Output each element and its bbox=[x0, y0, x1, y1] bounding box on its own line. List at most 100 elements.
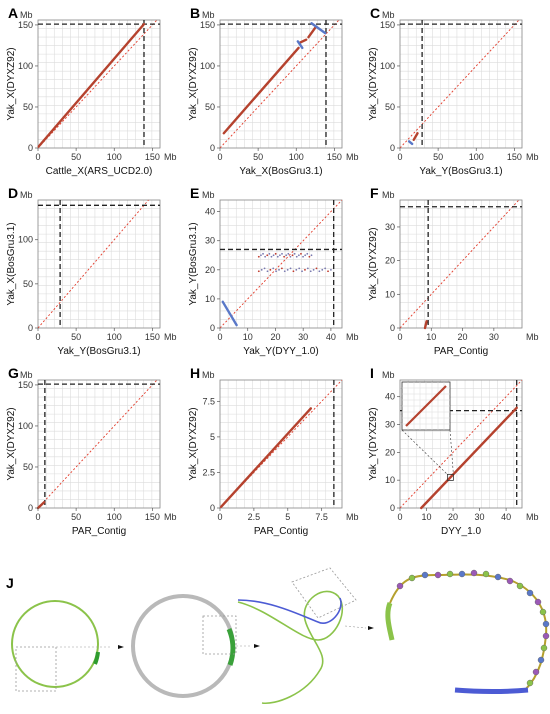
alignment-point bbox=[289, 267, 292, 270]
graph-node bbox=[446, 570, 454, 578]
alignment-segment-0 bbox=[221, 300, 238, 327]
graph-node bbox=[542, 632, 550, 640]
y-tick-label: 50 bbox=[385, 102, 395, 112]
alignment-point bbox=[268, 252, 271, 255]
x-tick-label: 10 bbox=[243, 332, 253, 342]
x-tick-label: 150 bbox=[145, 152, 160, 162]
x-unit-label: Mb bbox=[164, 512, 177, 522]
alignment-segment-0 bbox=[423, 320, 428, 330]
y-tick-label: 30 bbox=[385, 420, 395, 430]
plot-border bbox=[219, 379, 343, 509]
y-axis-title: Yak_X(DYXZ92) bbox=[188, 407, 199, 480]
graph-node bbox=[537, 656, 545, 664]
plot-border bbox=[219, 19, 343, 149]
alignment-point bbox=[269, 268, 272, 271]
graph-node bbox=[534, 598, 542, 606]
x-unit-label: Mb bbox=[346, 332, 359, 342]
x-tick-label: 0 bbox=[217, 332, 222, 342]
y-tick-label: 0 bbox=[210, 143, 215, 153]
graph-node bbox=[421, 571, 429, 579]
y-tick-label: 50 bbox=[23, 462, 33, 472]
arrow-right-icon bbox=[118, 645, 124, 649]
x-unit-label: Mb bbox=[346, 152, 359, 162]
green-tail bbox=[385, 602, 395, 641]
x-tick-label: 30 bbox=[489, 332, 499, 342]
blue-strand bbox=[237, 597, 342, 624]
y-unit-label: Mb bbox=[382, 370, 395, 380]
plot-border bbox=[37, 199, 161, 329]
y-tick-label: 0 bbox=[390, 503, 395, 513]
y-unit-label: Mb bbox=[202, 370, 215, 380]
y-tick-label: 150 bbox=[200, 20, 215, 30]
x-tick-label: 100 bbox=[107, 512, 122, 522]
alignment-point bbox=[324, 267, 327, 270]
y-unit-label: Mb bbox=[20, 10, 33, 20]
alignment-point bbox=[302, 255, 304, 258]
alignment-point bbox=[276, 255, 279, 258]
alignment-point bbox=[321, 268, 324, 271]
y-tick-label: 30 bbox=[205, 236, 215, 246]
x-tick-label: 20 bbox=[270, 332, 280, 342]
plot-border bbox=[399, 199, 523, 329]
y-tick-label: 150 bbox=[380, 20, 395, 30]
x-tick-label: 0 bbox=[397, 512, 402, 522]
graph-node bbox=[539, 608, 547, 616]
panel-label: G bbox=[8, 365, 19, 381]
alignment-point bbox=[257, 255, 260, 258]
alignment-point bbox=[270, 255, 273, 258]
y-tick-label: 0 bbox=[390, 143, 395, 153]
y-axis-title: Yak_X(BosGru3.1) bbox=[6, 222, 17, 305]
alignment-point bbox=[297, 254, 300, 257]
alignment-segment-1 bbox=[407, 140, 414, 146]
zoom-box-small bbox=[15, 646, 57, 692]
y-tick-label: 50 bbox=[23, 279, 33, 289]
alignment-point bbox=[285, 254, 288, 257]
alignment-point bbox=[308, 255, 311, 258]
x-axis-title: Yak_Y(BosGru3.1) bbox=[419, 166, 502, 177]
x-unit-label: Mb bbox=[346, 512, 359, 522]
ring-highlight-segment bbox=[226, 628, 236, 666]
x-tick-label: 0 bbox=[35, 332, 40, 342]
x-tick-label: 50 bbox=[71, 512, 81, 522]
y-tick-label: 50 bbox=[23, 102, 33, 112]
x-unit-label: Mb bbox=[526, 332, 539, 342]
x-tick-label: 50 bbox=[71, 332, 81, 342]
y-tick-label: 150 bbox=[18, 380, 33, 390]
y-tick-label: 150 bbox=[18, 20, 33, 30]
x-tick-label: 150 bbox=[327, 152, 342, 162]
diagonal-reference-line bbox=[37, 199, 149, 329]
diagonal-reference-line bbox=[399, 19, 520, 149]
zoom-connector bbox=[449, 429, 454, 475]
alignment-point bbox=[262, 252, 264, 255]
alignment-point bbox=[315, 267, 318, 270]
alignment-point bbox=[318, 270, 321, 273]
alignment-point bbox=[266, 254, 269, 257]
x-tick-label: 0 bbox=[35, 512, 40, 522]
alignment-point bbox=[286, 268, 289, 271]
alignment-point bbox=[257, 270, 260, 273]
alignment-point bbox=[274, 252, 277, 255]
alignment-segment-0 bbox=[222, 46, 300, 135]
x-axis-title: Yak_Y(BosGru3.1) bbox=[57, 346, 140, 357]
graph-node bbox=[408, 574, 416, 582]
alignment-point bbox=[260, 254, 262, 257]
alignment-point bbox=[272, 254, 275, 257]
y-tick-label: 10 bbox=[385, 475, 395, 485]
alignment-point bbox=[306, 267, 309, 270]
alignment-segment-3 bbox=[310, 22, 327, 35]
alignment-point bbox=[310, 254, 313, 257]
panel-label: D bbox=[8, 185, 18, 201]
alignment-point bbox=[312, 268, 315, 271]
plot-border bbox=[399, 19, 523, 149]
x-tick-label: 2.5 bbox=[248, 512, 261, 522]
plot-border bbox=[399, 379, 523, 509]
x-tick-label: 30 bbox=[475, 512, 485, 522]
alignment-segment-1 bbox=[298, 38, 308, 45]
alignment-point bbox=[330, 268, 332, 271]
y-tick-label: 30 bbox=[385, 222, 395, 232]
x-unit-label: Mb bbox=[164, 152, 177, 162]
y-tick-label: 50 bbox=[205, 102, 215, 112]
diagonal-reference-line bbox=[399, 379, 523, 509]
